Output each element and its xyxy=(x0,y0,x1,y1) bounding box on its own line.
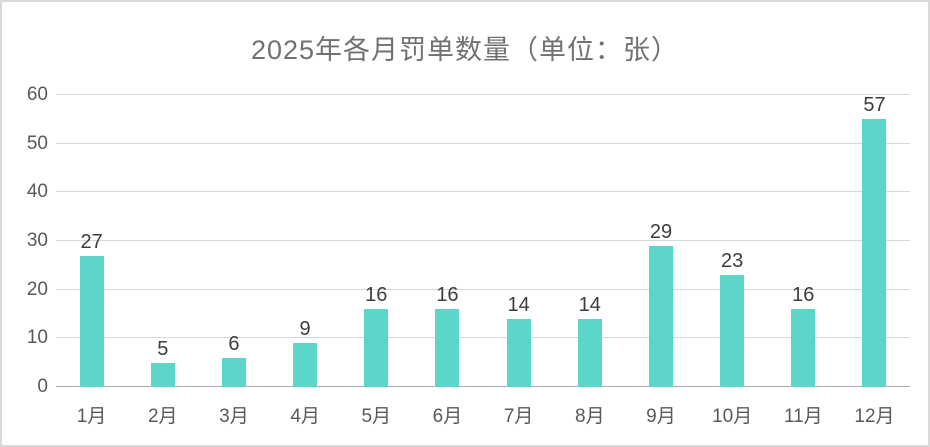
bar-value-label: 16 xyxy=(365,284,388,307)
bar xyxy=(720,275,745,387)
x-axis-label: 6月 xyxy=(432,406,463,427)
x-axis-label: 2月 xyxy=(147,406,178,427)
bar-column: 14 xyxy=(483,95,554,387)
x-axis: 1月 2月 3月 4月 5月 6月 7月 8月 9月 10月 11月 12月 xyxy=(56,401,910,428)
bar-column: 27 xyxy=(56,95,127,387)
bar xyxy=(364,309,389,387)
x-axis-label: 10月 xyxy=(712,406,753,427)
plot-area: 27 5 6 9 16 16 14 14 29 23 16 57 xyxy=(56,94,910,387)
bar-value-label: 29 xyxy=(649,220,673,243)
chart-title: 2025年各月罚单数量（单位：张） xyxy=(250,35,680,65)
x-axis-label: 7月 xyxy=(503,406,534,427)
bar-value-label: 27 xyxy=(80,230,103,253)
bar-column: 16 xyxy=(341,95,412,387)
x-axis-label: 1月 xyxy=(76,406,107,427)
gridline xyxy=(56,288,910,290)
bars-layer: 27 5 6 9 16 16 14 14 29 23 16 57 xyxy=(56,95,910,387)
y-axis-tick-label: 30 xyxy=(26,230,48,251)
gridline xyxy=(56,94,910,95)
y-axis-tick-label: 40 xyxy=(26,181,48,203)
bar-column: 6 xyxy=(198,95,269,387)
x-axis-label: 9月 xyxy=(646,406,676,427)
x-axis-line xyxy=(56,386,910,387)
bar xyxy=(506,318,531,387)
bar-value-label: 9 xyxy=(299,318,311,341)
gridline xyxy=(56,142,910,144)
bar-column: 23 xyxy=(697,95,768,387)
x-axis-label: 3月 xyxy=(219,406,249,427)
x-axis-label: 4月 xyxy=(290,406,320,427)
bar-value-label: 57 xyxy=(863,94,886,116)
bar-column: 9 xyxy=(270,95,341,387)
bar-column: 16 xyxy=(768,95,839,387)
bar xyxy=(862,119,887,387)
bar-column: 29 xyxy=(625,95,696,387)
bar-value-label: 16 xyxy=(436,284,459,307)
y-axis-tick-label: 50 xyxy=(26,132,48,154)
bar xyxy=(435,309,460,387)
bar-value-label: 14 xyxy=(507,293,530,316)
bar-column: 16 xyxy=(412,95,483,387)
y-axis-tick-label: 0 xyxy=(37,376,48,397)
bar-value-label: 14 xyxy=(578,293,601,316)
gridline xyxy=(56,191,910,193)
gridline xyxy=(56,337,910,339)
bar xyxy=(648,245,673,387)
x-axis-label: 5月 xyxy=(361,406,392,427)
bar-value-label: 16 xyxy=(792,284,815,307)
y-axis-tick-label: 60 xyxy=(26,84,48,105)
bar xyxy=(791,309,816,387)
bar xyxy=(577,318,602,387)
bar-value-label: 5 xyxy=(157,337,169,360)
bar xyxy=(293,343,318,387)
gridline xyxy=(56,240,910,241)
x-axis-label: 12月 xyxy=(854,406,895,427)
x-axis-label: 8月 xyxy=(575,406,605,427)
bar-column: 57 xyxy=(839,95,910,387)
bar-column: 5 xyxy=(127,95,198,387)
bar-value-label: 6 xyxy=(228,332,240,355)
y-axis-tick-label: 20 xyxy=(26,278,48,300)
bar xyxy=(79,255,104,387)
bar-column: 14 xyxy=(554,95,625,387)
y-axis-tick-label: 10 xyxy=(26,327,48,349)
bar xyxy=(150,362,175,387)
bar-value-label: 23 xyxy=(721,250,744,273)
bar xyxy=(221,357,246,387)
x-axis-label: 11月 xyxy=(783,406,823,427)
